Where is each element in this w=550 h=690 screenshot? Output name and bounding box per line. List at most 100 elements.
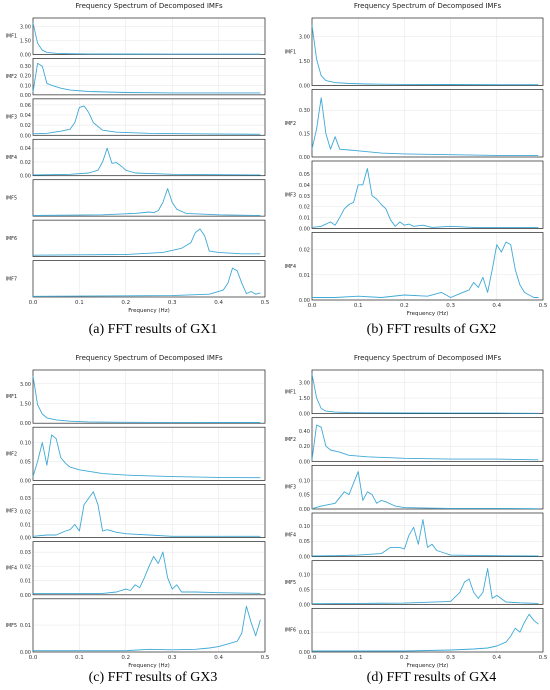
- xtick-label: 0.3: [446, 303, 455, 309]
- subplot-ylabel: IMF1: [6, 34, 17, 40]
- ytick-label: 0.02: [299, 205, 310, 211]
- ytick-label: 0.02: [299, 248, 310, 254]
- axes-frame: [311, 160, 544, 229]
- subplot-ylabel: IMF6: [285, 628, 296, 634]
- ytick-label: 0.06: [20, 103, 31, 109]
- series-line-imf1: [32, 22, 261, 55]
- axes-frame: [32, 98, 266, 136]
- ytick-label: 0.00: [20, 133, 31, 139]
- ytick-label: 0.00: [299, 650, 310, 656]
- panel-caption: (b) FFT results of GX2: [367, 322, 497, 337]
- axes-frame: [311, 89, 544, 158]
- ytick-label: 1.50: [20, 38, 31, 44]
- axes-frame: [32, 426, 266, 481]
- ytick-label: 0.15: [299, 132, 310, 138]
- series-line-imf1: [311, 24, 539, 86]
- xtick-label: 0.0: [29, 300, 38, 306]
- subplot-ylabel: IMF3: [6, 509, 17, 515]
- subplot-ylabel: IMF5: [285, 580, 296, 586]
- axes-frame: [32, 58, 266, 96]
- ytick-label: 3.00: [20, 25, 31, 31]
- subplot-ylabel: IMF4: [6, 155, 17, 161]
- ytick-label: 0.02: [20, 160, 31, 166]
- ytick-label: 0.04: [299, 183, 310, 189]
- subplot-ylabel: IMF3: [285, 485, 296, 491]
- subplot-imf3: 0.00 0.01 0.02 0.03 0.04 0.05 IMF3: [285, 160, 544, 233]
- subplot-ylabel: IMF5: [6, 195, 17, 201]
- series-line-imf3: [32, 105, 261, 135]
- panel-b-title: Frequency Spectrum of Decomposed IMFs: [354, 2, 502, 10]
- ytick-label: 0.01: [299, 216, 310, 222]
- series-line-imf4: [312, 241, 539, 298]
- ytick-label: 1.50: [20, 402, 31, 408]
- series-line-imf5: [32, 188, 261, 216]
- series-line-imf4: [311, 519, 539, 557]
- ytick-label: 3.00: [20, 382, 31, 388]
- ytick-label: 0.00: [299, 507, 310, 513]
- series-line-imf5: [311, 568, 539, 605]
- ytick-label: 0.01: [299, 630, 310, 636]
- subplot-ylabel: IMF4: [285, 532, 296, 538]
- ytick-label: 0.05: [299, 587, 310, 593]
- panel-caption: (d) FFT results of GX4: [367, 670, 497, 685]
- axes-frame: [311, 369, 544, 415]
- ytick-label: 0.02: [20, 564, 31, 570]
- xtick-label: 0.2: [121, 300, 130, 306]
- subplot-imf3: 0.00 0.01 0.02 0.03 IMF3: [6, 484, 266, 542]
- ytick-label: 0.00: [20, 421, 31, 427]
- xtick-label: 0.0: [29, 655, 38, 661]
- axes-frame: [32, 179, 266, 217]
- subplot-ylabel: IMF2: [285, 121, 296, 127]
- ytick-label: 0.03: [299, 194, 310, 200]
- axes-frame: [311, 464, 544, 510]
- subplot-ylabel: IMF3: [285, 192, 296, 198]
- ytick-label: 0.02: [20, 509, 31, 515]
- subplot-ylabel: IMF2: [285, 437, 296, 443]
- subplot-imf7: IMF7: [6, 260, 266, 298]
- panel-d: Frequency Spectrum of Decomposed IMFs 0.0…: [285, 354, 548, 685]
- ytick-label: 0.10: [20, 440, 31, 446]
- ytick-label: 0.05: [20, 459, 31, 465]
- axes-frame: [311, 560, 544, 605]
- ytick-label: 0.02: [20, 123, 31, 129]
- subplot-imf4: 0.00 0.01 0.02 IMF4: [285, 232, 544, 304]
- series-line-imf2: [32, 62, 261, 94]
- axes-frame: [311, 607, 544, 653]
- ytick-label: 0.20: [299, 444, 310, 450]
- subplot-ylabel: IMF1: [6, 394, 17, 400]
- subplot-imf4: 0.00 0.01 0.02 0.03 IMF4: [6, 541, 266, 599]
- xtick-label: 0.1: [75, 655, 84, 661]
- xtick-label: 0.2: [121, 655, 130, 661]
- ytick-label: 0.00: [20, 52, 31, 58]
- x-axis-label: Frequency (Hz): [407, 663, 448, 669]
- ytick-label: 0.04: [20, 113, 31, 119]
- panel-a: Frequency Spectrum of Decomposed IMFs 0.0…: [6, 2, 270, 337]
- ytick-label: 0.04: [20, 146, 31, 152]
- ytick-label: 0.40: [299, 429, 310, 435]
- panel-caption: (a) FFT results of GX1: [89, 322, 218, 337]
- xtick-label: 0.5: [539, 303, 548, 309]
- series-line-imf4: [32, 147, 261, 176]
- axes-frame: [32, 369, 266, 424]
- subplot-imf2: 0.00 0.15 0.30 IMF2: [285, 89, 544, 161]
- xtick-label: 0.4: [492, 655, 501, 661]
- axes-frame: [32, 219, 266, 257]
- xtick-label: 0.4: [214, 300, 223, 306]
- ytick-label: 0.10: [299, 573, 310, 579]
- subplot-ylabel: IMF2: [6, 451, 17, 457]
- series-line-imf4: [33, 551, 261, 594]
- ytick-label: 0.05: [299, 493, 310, 499]
- ytick-label: 0.00: [299, 602, 310, 608]
- xtick-label: 0.3: [446, 655, 455, 661]
- axes-frame: [32, 260, 266, 298]
- xtick-label: 0.3: [168, 655, 177, 661]
